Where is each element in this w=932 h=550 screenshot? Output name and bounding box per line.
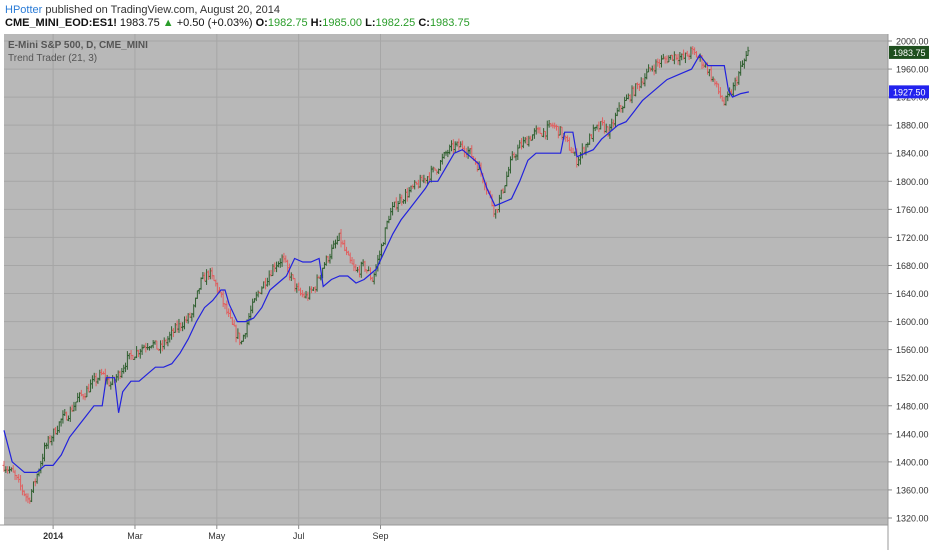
legend-indicator[interactable]: Trend Trader (21, 3) (8, 53, 97, 64)
symbol-label[interactable]: CME_MINI_EOD:ES1! (5, 17, 117, 29)
y-tick-label: 1440.00 (896, 429, 929, 439)
indicator-price-tag: 1927.50 (893, 87, 926, 97)
high-value: 1985.00 (322, 17, 363, 29)
open-label: O: (255, 17, 268, 29)
price-chart[interactable]: 2000.001960.001920.001880.001840.001800.… (0, 34, 932, 550)
y-tick-label: 1680.00 (896, 261, 929, 271)
y-tick-label: 1480.00 (896, 401, 929, 411)
last-price-tag: 1983.75 (893, 48, 926, 58)
y-tick-label: 1360.00 (896, 485, 929, 495)
y-tick-label: 1320.00 (896, 513, 929, 523)
price-tags: 1983.75 1927.50 (889, 45, 929, 99)
x-tick-label: May (208, 531, 226, 541)
publish-line: HPotter published on TradingView.com, Au… (5, 4, 280, 16)
header-bar: HPotter published on TradingView.com, Au… (0, 0, 932, 34)
y-tick-label: 1800.00 (896, 177, 929, 187)
y-tick-label: 2000.00 (896, 37, 929, 47)
last-price: 1983.75 (119, 17, 160, 29)
y-tick-label: 1720.00 (896, 233, 929, 243)
triangle-up-icon: ▲ (162, 17, 174, 29)
author-link[interactable]: HPotter (5, 4, 43, 16)
x-tick-label: Sep (373, 531, 389, 541)
grid-lines (4, 34, 888, 525)
price-axis[interactable]: 2000.001960.001920.001880.001840.001800.… (888, 37, 929, 524)
close-value: 1983.75 (429, 17, 470, 29)
chart-area[interactable]: 2000.001960.001920.001880.001840.001800.… (0, 34, 932, 550)
last-price-tag-bg (889, 45, 929, 59)
y-tick-label: 1640.00 (896, 289, 929, 299)
x-tick-label: 2014 (43, 531, 63, 541)
y-tick-label: 1600.00 (896, 317, 929, 327)
time-axis[interactable]: 122013MarMayJulSepNov2014MarMayJulSep (0, 525, 389, 541)
indicator-price-tag-bg (889, 85, 929, 99)
open-value: 1982.75 (267, 17, 308, 29)
y-tick-label: 1760.00 (896, 205, 929, 215)
plot-background (4, 34, 888, 525)
y-tick-label: 1880.00 (896, 121, 929, 131)
y-tick-label: 1960.00 (896, 65, 929, 75)
low-value: 1982.25 (375, 17, 416, 29)
ohlc-line: CME_MINI_EOD:ES1! 1983.75 ▲ +0.50 (+0.03… (5, 17, 470, 29)
trend-trader-line (3, 53, 750, 473)
close-label: C: (418, 17, 430, 29)
y-tick-label: 1400.00 (896, 457, 929, 467)
published-text: published on TradingView.com, August 20,… (45, 4, 280, 16)
legend-title: E-Mini S&P 500, D, CME_MINI (8, 40, 148, 51)
low-label: L: (365, 17, 376, 29)
x-tick-label: Jul (293, 531, 305, 541)
change-value: +0.50 (+0.03%) (176, 17, 253, 29)
high-label: H: (310, 17, 323, 29)
price-bars (2, 46, 750, 504)
x-tick-label: Mar (127, 531, 143, 541)
y-tick-label: 1840.00 (896, 149, 929, 159)
y-tick-label: 1560.00 (896, 345, 929, 355)
y-tick-label: 1520.00 (896, 373, 929, 383)
